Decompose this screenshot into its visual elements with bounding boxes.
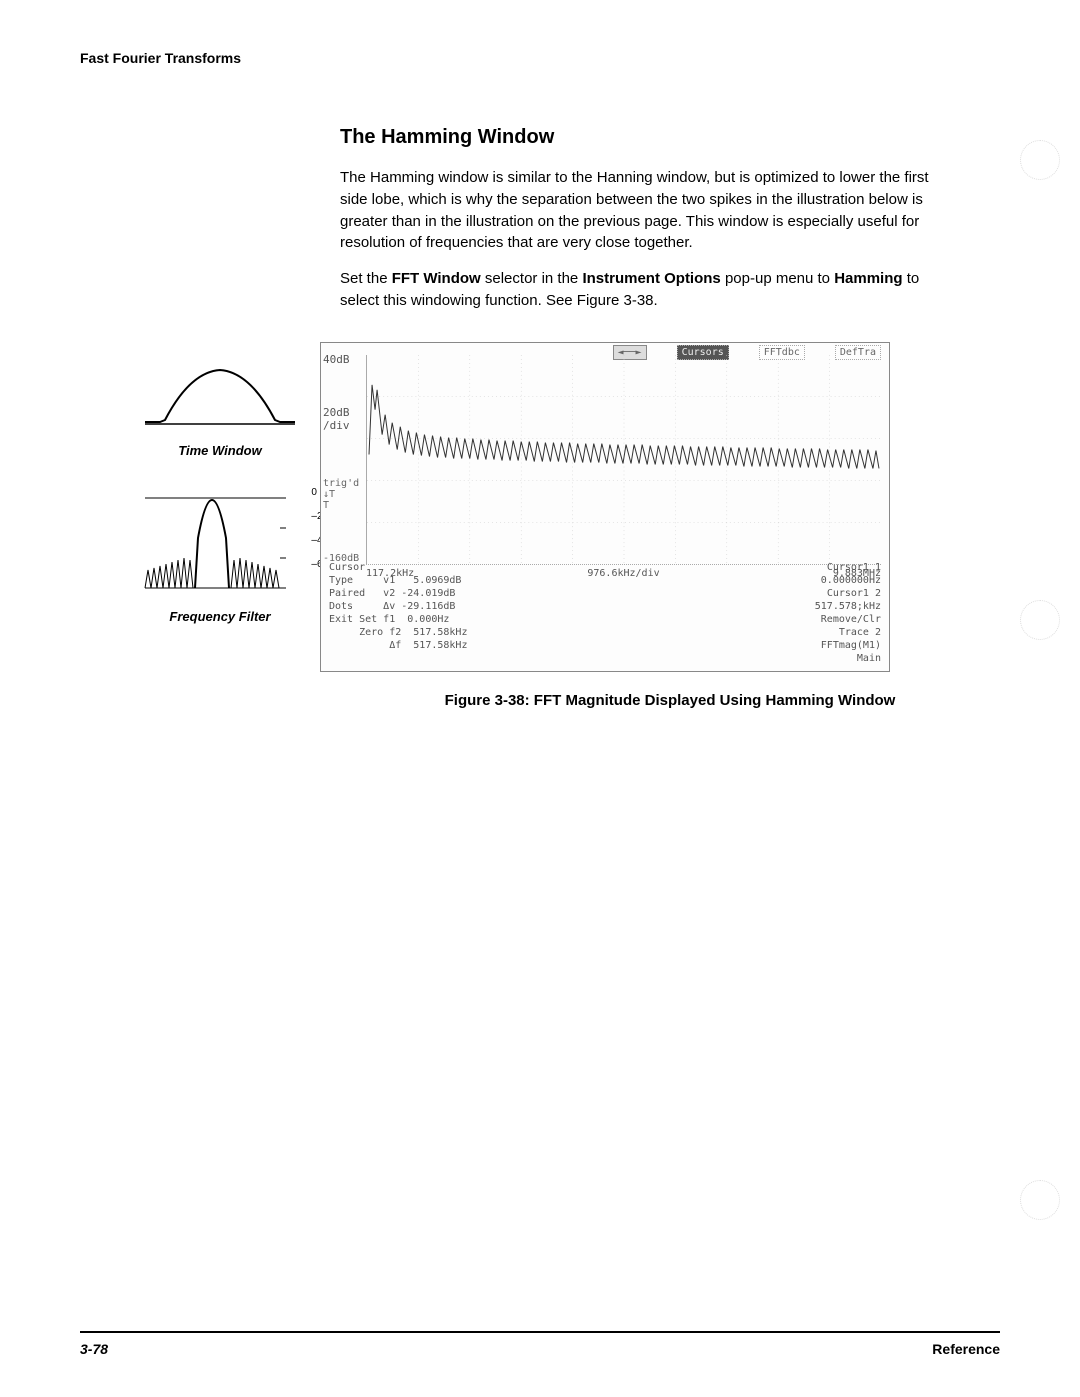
binder-hole	[1020, 1180, 1060, 1220]
section-title: The Hamming Window	[340, 126, 960, 149]
figure-area: Time Window 0 dB –20 –40	[130, 342, 960, 672]
scope-y-labels: 40dB 20dB/div	[323, 353, 350, 472]
page-number: 3-78	[80, 1341, 108, 1357]
scope-trigger-label: trig'd ↓T T	[323, 478, 359, 511]
left-diagrams: Time Window 0 dB –20 –40	[130, 342, 310, 672]
scope-info-right: Cursor1 1 0.000000Hz Cursor1 2 517.578;k…	[815, 561, 881, 665]
binder-hole	[1020, 600, 1060, 640]
time-window-label: Time Window	[130, 443, 310, 458]
scope-info-left: Cursor Type v1 5.0969dB Paired v2 -24.01…	[329, 561, 467, 665]
fft-waveform-icon	[367, 355, 881, 564]
scope-cursor-info: Cursor Type v1 5.0969dB Paired v2 -24.01…	[329, 561, 881, 665]
frequency-filter-label: Frequency Filter	[130, 609, 310, 624]
scope-plot-area	[366, 355, 881, 565]
header-section-label: Fast Fourier Transforms	[80, 50, 1000, 66]
paragraph-1: The Hamming window is similar to the Han…	[340, 167, 960, 254]
footer-reference: Reference	[932, 1341, 1000, 1357]
main-content: The Hamming Window The Hamming window is…	[340, 126, 960, 709]
frequency-filter-diagram: 0 dB –20 –40 –60 Frequency Filter	[130, 488, 310, 624]
time-window-diagram: Time Window	[130, 362, 310, 458]
binder-hole	[1020, 140, 1060, 180]
paragraph-2: Set the FFT Window selector in the Instr…	[340, 268, 960, 312]
hamming-curve-icon	[140, 362, 300, 432]
figure-caption: Figure 3-38: FFT Magnitude Displayed Usi…	[380, 692, 960, 709]
frequency-response-icon	[140, 488, 300, 598]
page-footer: 3-78 Reference	[80, 1331, 1000, 1357]
oscilloscope-screenshot: ◄──► Cursors FFTdbc DefTra 40dB 20dB/div…	[320, 342, 890, 672]
